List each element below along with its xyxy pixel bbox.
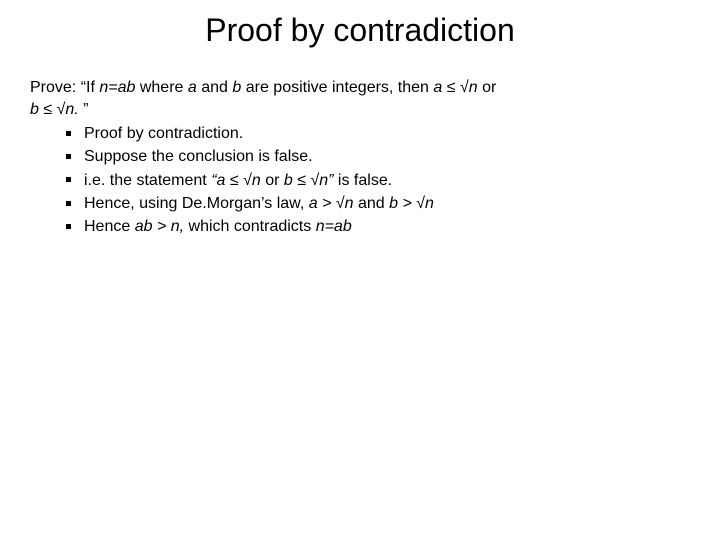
bullet-text: is false. [338, 172, 392, 189]
list-item: Suppose the conclusion is false. [66, 145, 690, 168]
quote-close: ” [79, 101, 89, 118]
cond-a: a ≤ √n [433, 79, 477, 96]
list-item: i.e. the statement “a ≤ √n or b ≤ √n” is… [66, 169, 690, 192]
prove-statement: Prove: “If n=ab where a and b are positi… [30, 77, 690, 120]
bullet-list: Proof by contradiction. Suppose the conc… [30, 122, 690, 238]
bullet-text: Suppose the conclusion is false. [84, 148, 313, 165]
cond-b: b ≤ √n. [30, 101, 79, 118]
list-item: Hence, using De.Morgan’s law, a > √n and… [66, 192, 690, 215]
bullet-text: and [354, 195, 390, 212]
var-a: a [188, 79, 197, 96]
txt-where: where [135, 79, 187, 96]
bullet-math: n=ab [316, 218, 352, 235]
bullet-math: ab > n, [135, 218, 184, 235]
list-item: Hence ab > n, which contradicts n=ab [66, 215, 690, 238]
slide: Proof by contradiction Prove: “If n=ab w… [0, 0, 720, 540]
bullet-text: or [265, 172, 284, 189]
txt-and: and [197, 79, 233, 96]
prove-lead: Prove: [30, 79, 81, 96]
bullet-text: Hence, using De.Morgan’s law, [84, 195, 309, 212]
txt-or: or [478, 79, 497, 96]
bullet-text: which contradicts [184, 218, 316, 235]
bullet-math: “a ≤ √n [211, 172, 265, 189]
bullet-text: Hence [84, 218, 135, 235]
slide-title: Proof by contradiction [30, 12, 690, 49]
bullet-text: Proof by contradiction. [84, 125, 243, 142]
bullet-text: i.e. the statement [84, 172, 211, 189]
bullet-math: b > √n [389, 195, 434, 212]
bullet-math: b ≤ √n” [284, 172, 338, 189]
txt-posint: are positive integers, then [241, 79, 433, 96]
bullet-math: a > √n [309, 195, 354, 212]
var-b: b [232, 79, 241, 96]
eq-n-ab: n=ab [99, 79, 135, 96]
quote-open: “If [81, 79, 100, 96]
list-item: Proof by contradiction. [66, 122, 690, 145]
